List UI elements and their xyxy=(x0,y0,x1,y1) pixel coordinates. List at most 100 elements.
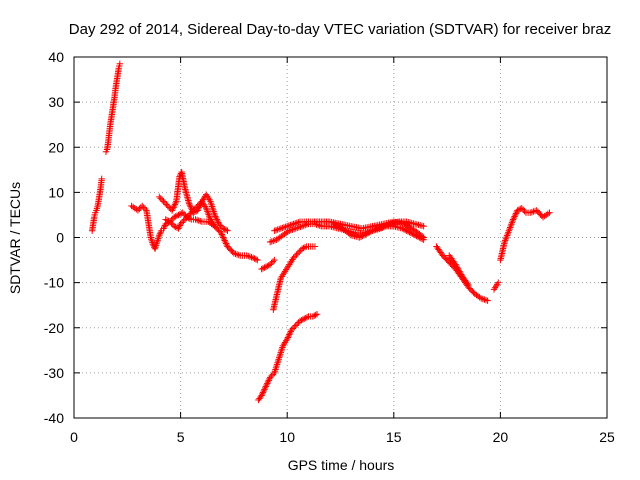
data-point-interp xyxy=(291,253,299,260)
data-point xyxy=(194,202,201,210)
data-point-interp xyxy=(268,372,275,380)
data-point-interp xyxy=(171,202,178,210)
data-point-interp xyxy=(285,332,292,340)
data-point-interp xyxy=(246,253,254,260)
data-point-interp xyxy=(287,226,295,234)
data-point xyxy=(495,279,502,286)
data-point xyxy=(271,227,278,234)
data-point-interp xyxy=(508,221,515,228)
data-point-interp xyxy=(505,229,512,236)
data-point xyxy=(181,216,189,223)
data-point-interp xyxy=(265,377,272,384)
data-point xyxy=(202,204,210,212)
data-point-interp xyxy=(259,389,267,396)
y-tick-label: 20 xyxy=(48,139,64,155)
data-point-interp xyxy=(504,230,511,238)
data-point xyxy=(311,243,319,250)
data-point-interp xyxy=(277,349,285,356)
data-point xyxy=(262,383,270,390)
y-tick-label: 10 xyxy=(48,184,64,200)
y-tick-label: 0 xyxy=(56,230,64,246)
data-point-interp xyxy=(464,280,471,287)
x-tick-label: 5 xyxy=(177,429,185,445)
data-point-interp xyxy=(264,380,271,387)
data-point xyxy=(365,229,372,237)
data-point xyxy=(271,256,278,264)
data-point-interp xyxy=(479,295,487,303)
data-point-interp xyxy=(406,229,413,236)
y-tick-label: -30 xyxy=(44,365,64,381)
x-tick-label: 0 xyxy=(70,429,78,445)
data-point-interp xyxy=(178,210,185,217)
data-point-interp xyxy=(261,264,268,271)
data-point-interp xyxy=(217,222,224,229)
data-point xyxy=(258,265,265,273)
data-point-interp xyxy=(285,222,292,229)
data-point-interp xyxy=(372,226,379,233)
data-point-interp xyxy=(161,223,168,231)
data-point xyxy=(215,220,223,228)
data-point-interp xyxy=(235,251,242,259)
data-point xyxy=(139,202,146,210)
data-point-interp xyxy=(172,199,179,207)
data-point-interp xyxy=(410,231,417,238)
data-point-interp xyxy=(295,224,303,231)
data-point-interp xyxy=(502,237,509,244)
data-point-interp xyxy=(156,230,164,237)
data-point xyxy=(266,261,274,268)
data-point-interp xyxy=(206,213,213,220)
data-point-interp xyxy=(413,232,420,240)
data-point xyxy=(407,229,415,237)
data-point-interp xyxy=(219,232,226,240)
chart-title: Day 292 of 2014, Sidereal Day-to-day VTE… xyxy=(69,21,611,38)
data-point xyxy=(160,198,167,205)
data-point-interp xyxy=(161,199,169,207)
data-point-interp xyxy=(506,225,513,233)
data-point-interp xyxy=(300,244,307,252)
data-point-interp xyxy=(282,223,289,230)
data-point-interp xyxy=(171,201,179,208)
x-tick-label: 20 xyxy=(493,429,509,445)
data-point-interp xyxy=(370,226,378,234)
data-point-interp xyxy=(222,238,229,246)
data-point-interp xyxy=(411,232,419,239)
data-point xyxy=(160,225,167,232)
data-point xyxy=(211,211,218,219)
data-point-interp xyxy=(277,351,284,358)
data-point-interp xyxy=(300,222,307,229)
y-tick-label: -10 xyxy=(44,275,64,291)
data-point-interp xyxy=(272,364,280,371)
data-point-interp xyxy=(456,268,463,275)
data-point-interp xyxy=(172,213,179,220)
data-point xyxy=(149,241,157,248)
data-point xyxy=(509,216,517,223)
data-point-interp xyxy=(157,195,164,202)
data-point-interp xyxy=(193,216,201,224)
data-point-interp xyxy=(454,265,462,273)
data-point-interp xyxy=(299,316,307,323)
data-point-interp xyxy=(272,226,280,234)
data-point-interp xyxy=(510,214,518,222)
data-point-interp xyxy=(169,205,176,213)
data-point-interp xyxy=(264,378,272,386)
data-point xyxy=(292,225,299,232)
data-point-interp xyxy=(195,217,202,224)
x-axis-label: GPS time / hours xyxy=(288,457,395,473)
data-point xyxy=(175,211,182,219)
x-tick-label: 10 xyxy=(279,429,295,445)
data-point-interp xyxy=(346,230,353,238)
data-point-interp xyxy=(245,252,252,260)
data-point-interp xyxy=(482,296,490,304)
data-point-interp xyxy=(303,221,311,228)
data-point xyxy=(330,220,338,228)
data-point-interp xyxy=(509,217,516,225)
data-point-interp xyxy=(332,221,339,228)
data-point xyxy=(501,238,508,246)
data-point-interp xyxy=(280,224,288,231)
data-point xyxy=(420,236,427,243)
x-tick-label: 25 xyxy=(599,429,615,445)
data-point xyxy=(177,220,184,228)
data-point xyxy=(179,209,186,216)
data-point xyxy=(254,256,261,264)
data-point-interp xyxy=(295,219,302,226)
